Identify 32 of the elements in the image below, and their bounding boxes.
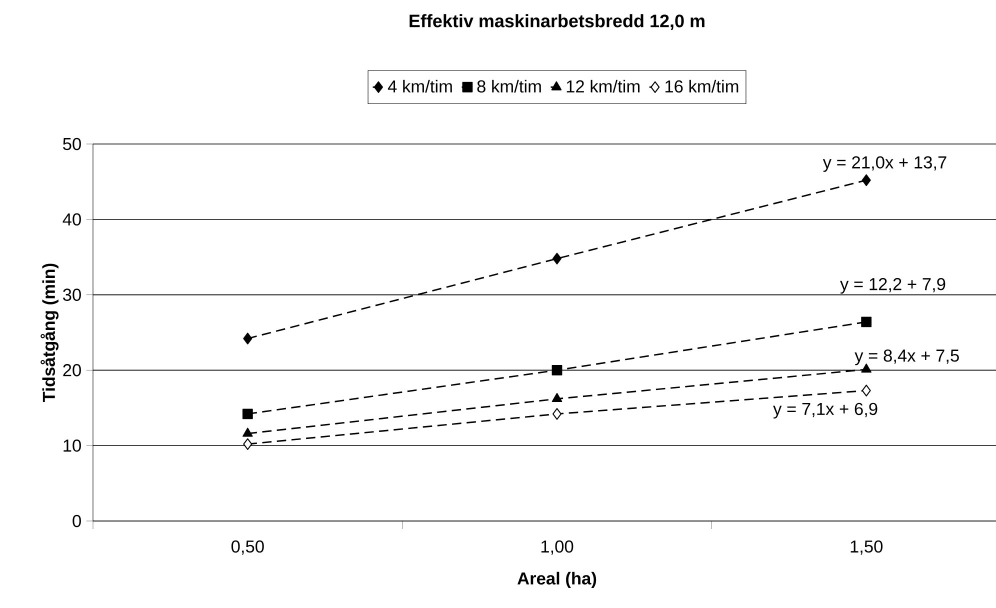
chart-title: Effektiv maskinarbetsbredd 12,0 m — [410, 14, 704, 30]
annotation: y = 7,1x + 6,9 — [773, 402, 878, 419]
legend-label: 8 km/tim — [477, 80, 541, 93]
y-tick-label: 50 — [63, 138, 81, 150]
legend-label: 4 km/tim — [388, 80, 452, 93]
point — [862, 174, 871, 186]
x-tick-label: 1,00 — [541, 540, 574, 555]
legend-label: 16 km/tim — [665, 80, 738, 93]
annotation: y = 21,0x + 13,7 — [822, 156, 946, 172]
point — [552, 408, 562, 420]
y-axis-title: Tidsåtgång (min) — [40, 264, 59, 402]
legend-label: 12 km/tim — [566, 80, 640, 93]
point — [552, 365, 562, 376]
x-tick-label: 1,50 — [850, 540, 883, 555]
point — [242, 408, 253, 420]
point — [243, 438, 252, 450]
point — [243, 332, 252, 344]
y-tick-label: 20 — [63, 364, 81, 376]
point — [552, 252, 562, 264]
y-tick-label: 30 — [63, 288, 81, 301]
point — [861, 316, 872, 328]
point — [862, 384, 871, 396]
point — [242, 428, 253, 437]
annotation: y = 12,2 + 7,9 — [840, 278, 946, 294]
annotation: y = 8,4x + 7,5 — [854, 349, 959, 366]
y-tick-label: 10 — [64, 439, 81, 452]
x-tick-label: 0,50 — [231, 540, 264, 555]
point — [552, 392, 562, 402]
y-tick-label: 40 — [62, 213, 81, 226]
point — [861, 364, 872, 373]
y-tick-label: 0 — [72, 514, 81, 528]
x-axis-title: Areal (ha) — [517, 572, 596, 588]
